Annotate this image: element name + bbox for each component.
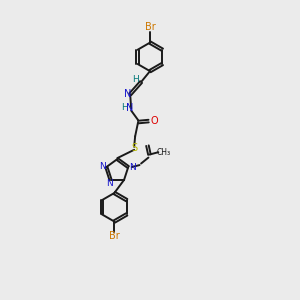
Text: N: N xyxy=(127,103,134,112)
Text: N: N xyxy=(124,89,131,99)
Text: N: N xyxy=(106,179,113,188)
Text: N: N xyxy=(99,162,105,171)
Text: CH₃: CH₃ xyxy=(157,148,171,157)
Text: Br: Br xyxy=(109,231,120,242)
Text: H: H xyxy=(132,75,139,84)
Text: N: N xyxy=(129,163,136,172)
Text: O: O xyxy=(150,116,158,126)
Text: Br: Br xyxy=(145,22,155,32)
Text: H: H xyxy=(122,103,128,112)
Text: S: S xyxy=(131,143,137,153)
